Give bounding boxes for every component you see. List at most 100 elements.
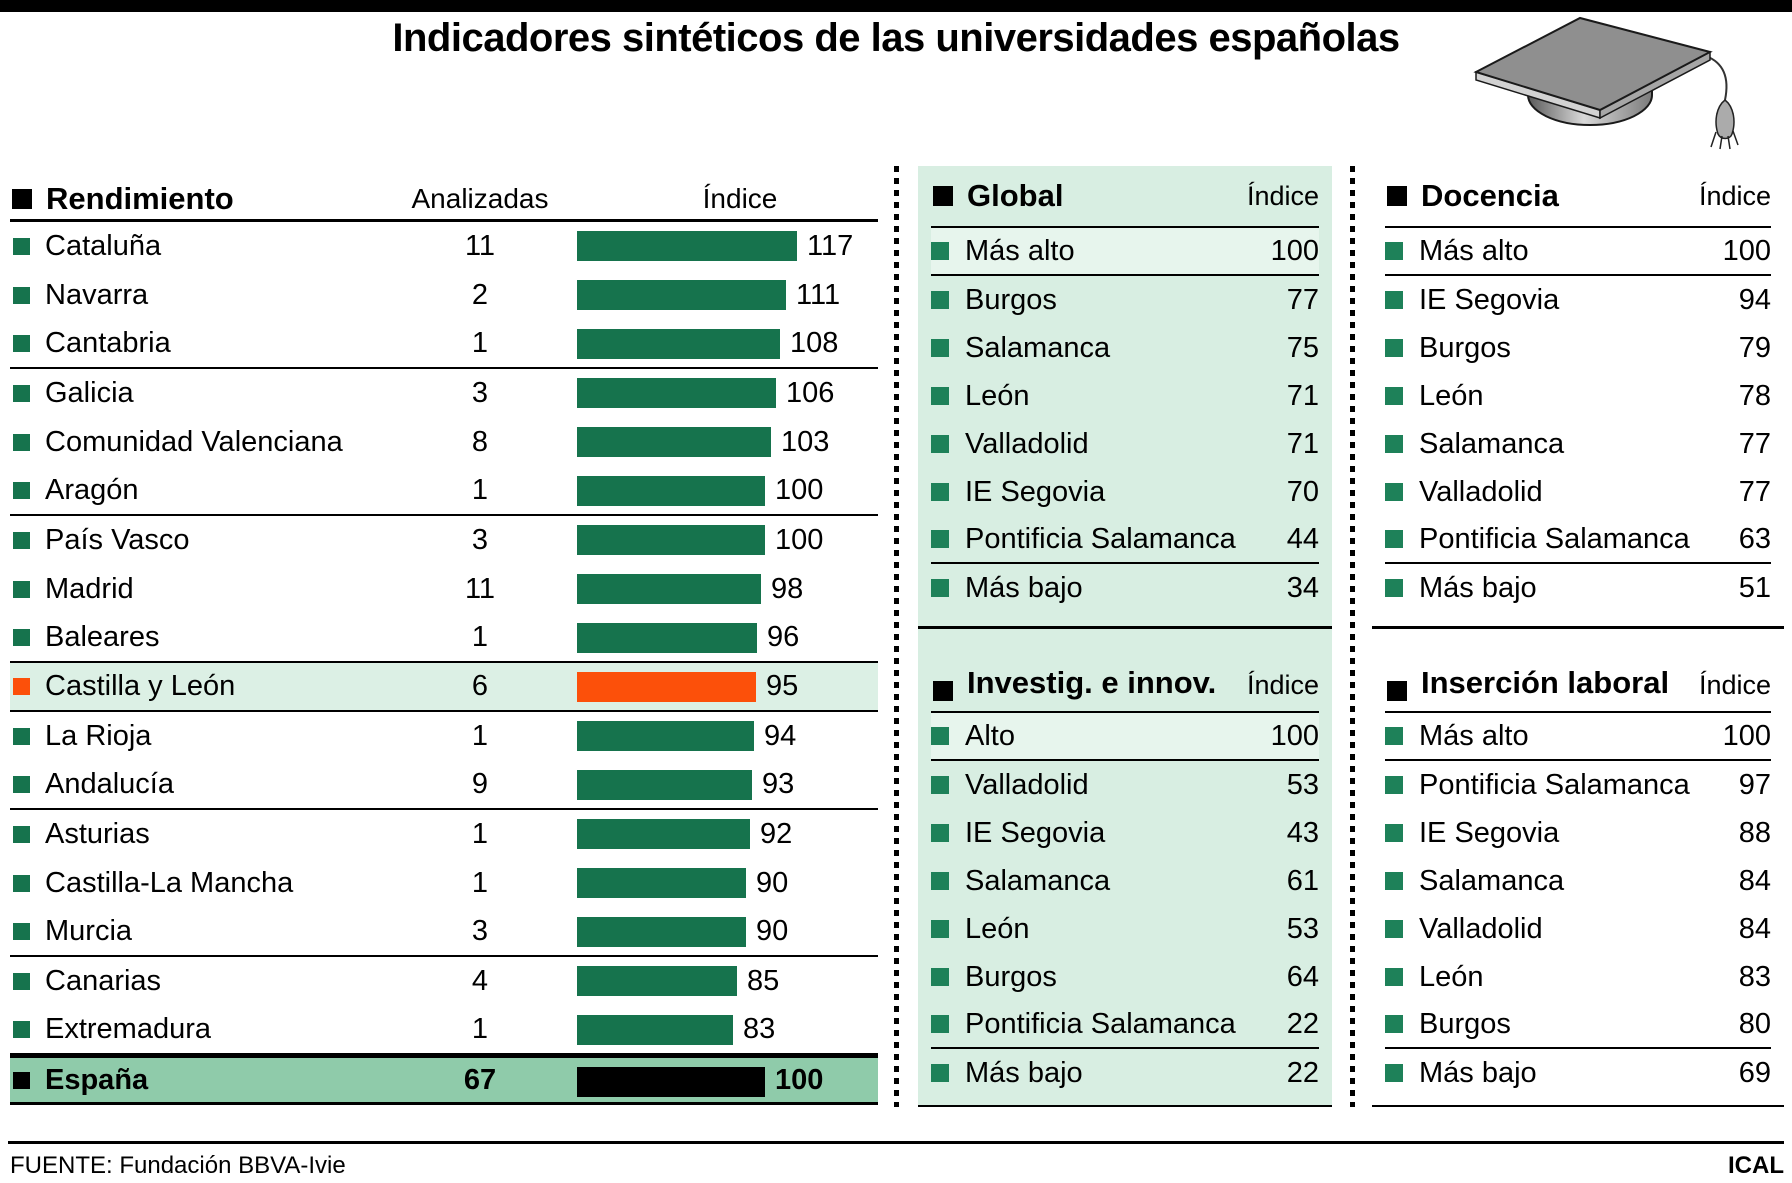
table-row: IE Segovia 70 <box>931 468 1319 516</box>
table-row: Pontificia Salamanca 97 <box>1385 761 1771 809</box>
table-row: Castilla-La Mancha 1 90 <box>10 859 878 908</box>
page-title: Indicadores sintéticos de las universida… <box>392 16 1400 60</box>
row-label: Canarias <box>45 965 162 997</box>
insercion-rows: Más alto 100 Pontificia Salamanca 97 IE Sego… <box>1385 713 1771 1097</box>
row-bullet-icon <box>931 291 949 309</box>
row-bullet-icon <box>13 826 30 843</box>
row-label: Aragón <box>45 474 139 506</box>
dotted-divider-right <box>1350 166 1355 1107</box>
global-section: Global Índice Más alto 100 Burgos 77 Salaman… <box>918 166 1332 629</box>
table-row: León 78 <box>1385 372 1771 420</box>
row-bullet-icon <box>931 1064 949 1082</box>
row-label: Galicia <box>45 377 134 409</box>
row-bullet-icon <box>931 824 949 842</box>
row-index-value: 117 <box>807 230 854 262</box>
row-bullet-icon <box>931 579 949 597</box>
row-index-value: 22 <box>1286 1056 1319 1089</box>
row-index-bar <box>577 917 746 947</box>
row-index-value: 100 <box>775 474 824 506</box>
row-index-value: 93 <box>762 768 795 800</box>
row-bullet-icon <box>13 629 30 646</box>
row-index-bar <box>577 574 761 604</box>
row-bullet-icon <box>1385 291 1403 309</box>
black-square-bullet-icon <box>1387 186 1407 206</box>
insercion-section: Inserción laboral Índice Más alto 100 Pont… <box>1372 629 1784 1107</box>
row-index-bar <box>577 231 797 261</box>
row-bullet-icon <box>931 483 949 501</box>
row-index-value: 78 <box>1738 379 1771 412</box>
row-index-value: 100 <box>1270 719 1319 752</box>
row-index-value: 80 <box>1738 1007 1771 1040</box>
row-bullet-icon <box>13 678 30 695</box>
docencia-header: Docencia Índice <box>1385 166 1771 228</box>
row-label: Más alto <box>965 234 1075 267</box>
row-index-bar <box>577 966 737 996</box>
table-row: Más bajo 22 <box>931 1049 1319 1097</box>
table-row: Navarra 2 111 <box>10 271 878 320</box>
table-row: España 67 100 <box>10 1055 878 1105</box>
row-label: IE Segovia <box>1419 283 1560 316</box>
row-bullet-icon <box>13 532 30 549</box>
table-row: León 83 <box>1385 953 1771 1001</box>
row-index-bar <box>577 721 754 751</box>
row-label: Alto <box>965 719 1015 752</box>
column-header-analizadas: Analizadas <box>411 182 549 214</box>
table-row: Burgos 64 <box>931 953 1319 1001</box>
row-index-value: 100 <box>775 524 824 556</box>
row-index-value: 63 <box>1738 522 1771 555</box>
row-analizadas-value: 8 <box>471 426 489 458</box>
table-row: Pontificia Salamanca 22 <box>931 1001 1319 1049</box>
row-bullet-icon <box>13 482 30 499</box>
row-analizadas-value: 1 <box>471 1013 489 1045</box>
row-analizadas-value: 3 <box>471 377 489 409</box>
row-label: Cataluña <box>45 230 162 262</box>
row-bullet-icon <box>931 530 949 548</box>
table-row: Valladolid 71 <box>931 420 1319 468</box>
row-bullet-icon <box>931 339 949 357</box>
row-index-value: 103 <box>781 426 830 458</box>
table-row: Más alto 100 <box>1385 713 1771 761</box>
agency-credit: ICAL <box>1728 1152 1784 1179</box>
row-index-value: 71 <box>1286 379 1319 412</box>
table-row: Más bajo 34 <box>931 564 1319 612</box>
table-row: León 71 <box>931 372 1319 420</box>
row-index-bar <box>577 525 765 555</box>
row-bullet-icon <box>931 727 949 745</box>
row-index-bar <box>577 427 771 457</box>
row-bullet-icon <box>13 287 30 304</box>
row-index-value: 88 <box>1738 816 1771 849</box>
table-row: Más alto 100 <box>1385 228 1771 276</box>
row-index-value: 22 <box>1286 1007 1319 1040</box>
row-index-value: 69 <box>1738 1056 1771 1089</box>
row-label: Pontificia Salamanca <box>965 1007 1236 1040</box>
docencia-section: Docencia Índice Más alto 100 IE Segovia 94 B… <box>1372 166 1784 629</box>
row-analizadas-value: 1 <box>471 720 489 752</box>
row-index-value: 51 <box>1738 571 1771 604</box>
row-bullet-icon <box>13 1021 30 1038</box>
investigacion-section: Investig. e innov. Índice Alto 100 Vallado… <box>918 629 1332 1107</box>
row-index-value: 64 <box>1286 960 1319 993</box>
row-label: León <box>1419 379 1484 412</box>
row-analizadas-value: 6 <box>471 670 489 702</box>
row-index-value: 79 <box>1738 331 1771 364</box>
docencia-rows: Más alto 100 IE Segovia 94 Burgos 79 León 78 Sal… <box>1385 228 1771 612</box>
row-bullet-icon <box>13 581 30 598</box>
row-bullet-icon <box>1385 435 1403 453</box>
table-row: Comunidad Valenciana 8 103 <box>10 418 878 467</box>
row-analizadas-value: 4 <box>471 965 489 997</box>
row-label: Más bajo <box>965 571 1083 604</box>
row-index-bar <box>577 378 776 408</box>
row-label: Valladolid <box>1419 475 1543 508</box>
table-row: Cantabria 1 108 <box>10 320 878 369</box>
row-label: León <box>965 379 1030 412</box>
row-bullet-icon <box>931 968 949 986</box>
row-analizadas-value: 11 <box>464 230 496 262</box>
global-rows: Más alto 100 Burgos 77 Salamanca 75 León 71 Vall… <box>931 228 1319 612</box>
table-row: Alto 100 <box>931 713 1319 761</box>
table-row: IE Segovia 94 <box>1385 276 1771 324</box>
row-index-value: 34 <box>1286 571 1319 604</box>
row-bullet-icon <box>13 238 30 255</box>
row-index-bar <box>577 1015 733 1045</box>
table-row: Más bajo 51 <box>1385 564 1771 612</box>
table-row: Baleares 1 96 <box>10 614 878 663</box>
